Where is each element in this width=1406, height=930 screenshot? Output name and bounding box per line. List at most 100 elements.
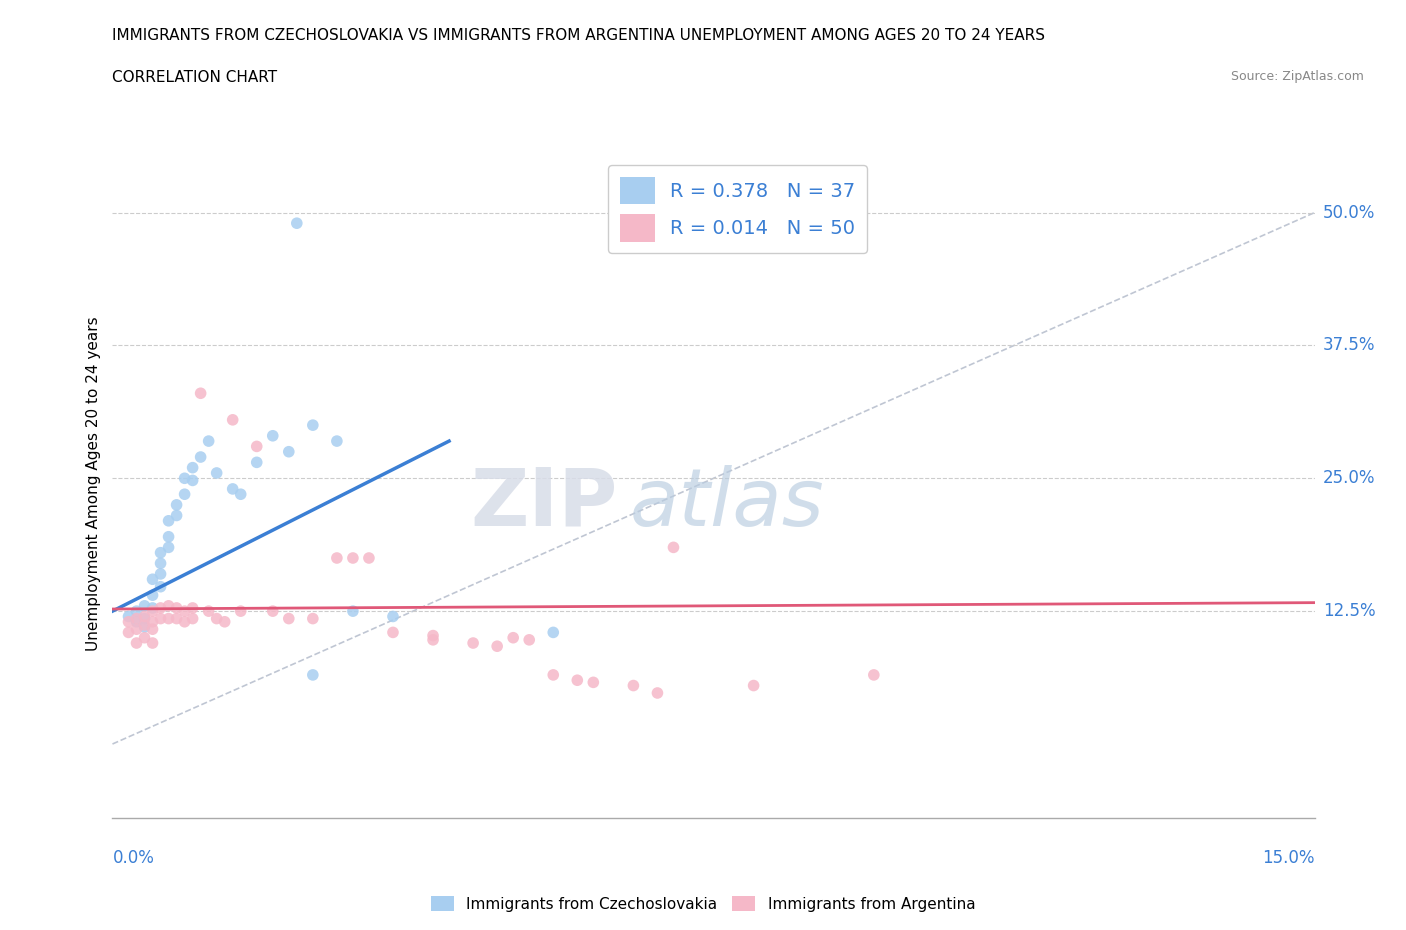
Point [662, 540, 685, 555]
Point [166, 508, 188, 523]
Point [134, 631, 156, 645]
Point [567, 672, 589, 687]
Point [117, 625, 139, 640]
Y-axis label: Unemployment Among Ages 20 to 24 years: Unemployment Among Ages 20 to 24 years [86, 316, 101, 651]
Point [141, 604, 163, 618]
Point [582, 675, 605, 690]
Text: Source: ZipAtlas.com: Source: ZipAtlas.com [1230, 70, 1364, 83]
Point [502, 631, 524, 645]
Point [149, 566, 172, 581]
Point [125, 604, 148, 618]
Text: CORRELATION CHART: CORRELATION CHART [112, 70, 277, 85]
Point [647, 685, 669, 700]
Point [214, 615, 236, 630]
Point [863, 668, 886, 683]
Point [277, 611, 299, 626]
Point [222, 412, 245, 427]
Point [197, 433, 219, 448]
Point [181, 473, 204, 488]
Point [134, 611, 156, 626]
Point [197, 604, 219, 618]
Point [141, 601, 163, 616]
Point [157, 598, 180, 613]
Text: 15.0%: 15.0% [1263, 849, 1315, 867]
Point [222, 482, 245, 497]
Point [181, 611, 204, 626]
Point [517, 632, 540, 647]
Point [157, 513, 180, 528]
Point [173, 486, 195, 501]
Point [422, 632, 444, 647]
Point [134, 619, 156, 634]
Point [141, 622, 163, 637]
Point [229, 486, 252, 501]
Text: ZIP: ZIP [470, 465, 617, 543]
Point [277, 445, 299, 459]
Point [149, 579, 172, 594]
Point [326, 551, 349, 565]
Point [326, 433, 349, 448]
Point [302, 668, 325, 683]
Point [246, 455, 269, 470]
Point [134, 618, 156, 632]
Point [134, 598, 156, 613]
Point [125, 635, 148, 650]
Text: 50.0%: 50.0% [1323, 204, 1375, 221]
Point [302, 611, 325, 626]
Point [141, 635, 163, 650]
Legend: R = 0.378   N = 37, R = 0.014   N = 50: R = 0.378 N = 37, R = 0.014 N = 50 [607, 166, 868, 253]
Text: atlas: atlas [630, 465, 824, 543]
Point [125, 611, 148, 626]
Point [166, 611, 188, 626]
Point [357, 551, 380, 565]
Point [149, 556, 172, 571]
Point [141, 588, 163, 603]
Point [149, 601, 172, 616]
Point [117, 615, 139, 630]
Point [342, 551, 364, 565]
Point [173, 471, 195, 485]
Text: IMMIGRANTS FROM CZECHOSLOVAKIA VS IMMIGRANTS FROM ARGENTINA UNEMPLOYMENT AMONG A: IMMIGRANTS FROM CZECHOSLOVAKIA VS IMMIGR… [112, 28, 1046, 43]
Point [382, 609, 405, 624]
Point [173, 604, 195, 618]
Point [342, 604, 364, 618]
Point [181, 601, 204, 616]
Point [125, 615, 148, 630]
Point [205, 466, 228, 481]
Point [166, 498, 188, 512]
Point [229, 604, 252, 618]
Point [302, 418, 325, 432]
Point [149, 611, 172, 626]
Point [141, 615, 163, 630]
Point [190, 449, 212, 464]
Point [173, 615, 195, 630]
Point [141, 572, 163, 587]
Point [246, 439, 269, 454]
Text: 12.5%: 12.5% [1323, 602, 1375, 620]
Point [262, 429, 284, 444]
Text: 0.0%: 0.0% [112, 849, 155, 867]
Point [461, 635, 484, 650]
Point [285, 216, 308, 231]
Point [205, 611, 228, 626]
Point [422, 628, 444, 643]
Point [117, 609, 139, 624]
Point [621, 678, 644, 693]
Text: 25.0%: 25.0% [1323, 470, 1375, 487]
Point [149, 545, 172, 560]
Point [486, 639, 509, 654]
Point [181, 460, 204, 475]
Point [543, 625, 565, 640]
Point [382, 625, 405, 640]
Point [157, 529, 180, 544]
Point [157, 611, 180, 626]
Point [134, 609, 156, 624]
Point [543, 668, 565, 683]
Legend: Immigrants from Czechoslovakia, Immigrants from Argentina: Immigrants from Czechoslovakia, Immigran… [425, 889, 981, 918]
Point [125, 622, 148, 637]
Point [157, 540, 180, 555]
Point [166, 601, 188, 616]
Text: 37.5%: 37.5% [1323, 337, 1375, 354]
Point [262, 604, 284, 618]
Point [190, 386, 212, 401]
